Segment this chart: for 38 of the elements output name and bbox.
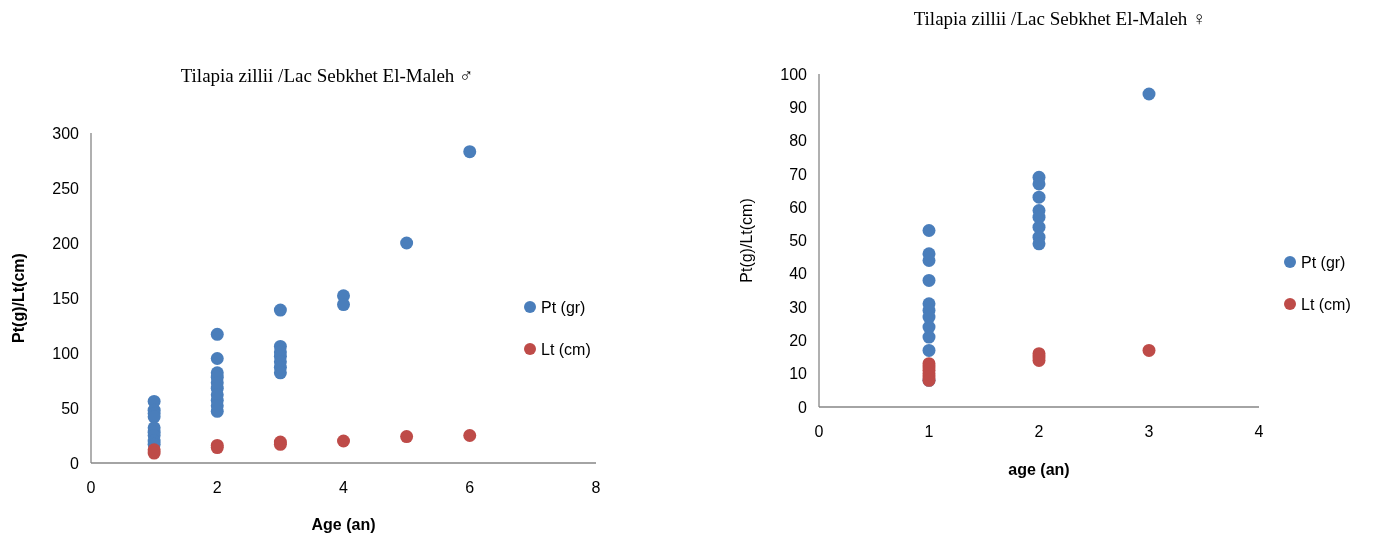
- chart-title: Tilapia zillii /Lac Sebkhet El-Maleh ♀: [913, 8, 1207, 29]
- y-tick-label: 0: [798, 398, 808, 416]
- y-tick-label: 300: [52, 124, 80, 142]
- y-tick-label: 60: [789, 198, 808, 216]
- legend-label: Lt (cm): [541, 340, 591, 358]
- legend-label: Pt (gr): [541, 298, 586, 316]
- legend-label: Lt (cm): [1301, 295, 1351, 313]
- x-tick-label: 2: [1034, 423, 1044, 440]
- y-tick-label: 90: [789, 98, 808, 116]
- x-tick-label: 0: [86, 479, 96, 496]
- x-tick-label: 2: [212, 479, 222, 496]
- legend-label: Pt (gr): [1301, 253, 1346, 271]
- x-tick-label: 6: [465, 479, 475, 496]
- y-tick-label: 40: [789, 265, 808, 283]
- y-tick-label: 200: [52, 234, 80, 252]
- y-tick-label: 150: [52, 289, 80, 307]
- x-axis-title: age (an): [1008, 461, 1070, 478]
- x-tick-label: 3: [1144, 423, 1154, 440]
- y-tick-label: 50: [61, 399, 80, 417]
- y-tick-label: 250: [52, 179, 80, 197]
- y-tick-label: 20: [789, 332, 808, 349]
- y-tick-label: 30: [789, 298, 808, 316]
- y-tick-label: 100: [780, 65, 808, 83]
- chart-title: Tilapia zillii /Lac Sebkhet El-Maleh ♂: [180, 65, 474, 86]
- x-tick-label: 0: [814, 423, 824, 440]
- y-tick-label: 100: [52, 344, 80, 362]
- y-tick-label: 10: [789, 365, 808, 383]
- x-tick-label: 8: [591, 479, 601, 496]
- y-tick-label: 50: [789, 232, 808, 250]
- y-tick-label: 70: [789, 165, 808, 183]
- y-axis-title: Pt(g)/Lt(cm): [10, 253, 27, 343]
- x-axis-title: Age (an): [311, 516, 376, 533]
- x-tick-label: 1: [924, 423, 934, 440]
- x-tick-label: 4: [1254, 423, 1264, 440]
- y-tick-label: 80: [789, 132, 808, 150]
- y-tick-label: 0: [70, 454, 80, 472]
- y-axis-title: Pt(g)/Lt(cm): [738, 198, 755, 283]
- x-tick-label: 4: [339, 479, 349, 496]
